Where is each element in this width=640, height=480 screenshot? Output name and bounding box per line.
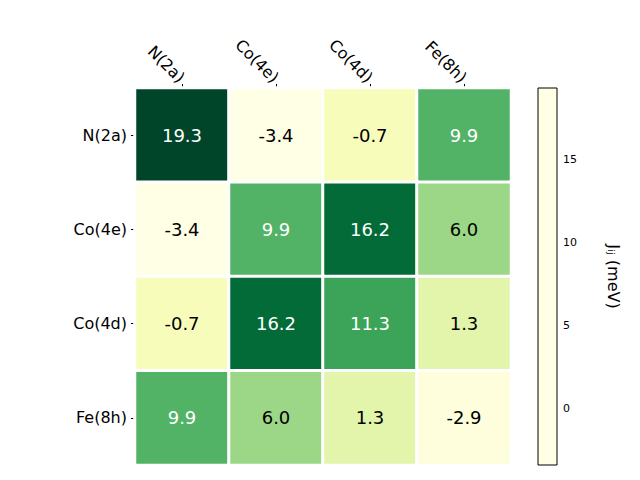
svg-text:-0.7: -0.7 (164, 313, 199, 334)
svg-text:15: 15 (563, 153, 577, 166)
svg-text:10: 10 (563, 236, 577, 249)
svg-text:9.9: 9.9 (450, 125, 479, 146)
svg-text:Fe(8h): Fe(8h) (76, 408, 127, 427)
svg-text:1.3: 1.3 (356, 407, 385, 428)
svg-text:6.0: 6.0 (262, 407, 291, 428)
svg-text:Co(4d): Co(4d) (73, 314, 127, 333)
svg-text:9.9: 9.9 (262, 219, 291, 240)
svg-text:N(2a): N(2a) (144, 42, 189, 87)
svg-text:6.0: 6.0 (450, 219, 479, 240)
svg-text:-3.4: -3.4 (258, 125, 293, 146)
svg-text:Fe(8h): Fe(8h) (421, 37, 470, 86)
svg-text:5: 5 (563, 319, 570, 332)
svg-text:Co(4e): Co(4e) (74, 220, 127, 239)
svg-text:-2.9: -2.9 (446, 407, 481, 428)
svg-text:16.2: 16.2 (350, 219, 390, 240)
svg-text:9.9: 9.9 (168, 407, 197, 428)
svg-text:11.3: 11.3 (350, 313, 390, 334)
svg-text:-0.7: -0.7 (352, 125, 387, 146)
svg-text:19.3: 19.3 (162, 125, 202, 146)
svg-text:0: 0 (563, 402, 570, 415)
svg-text:Jᵢⱼ (meV): Jᵢⱼ (meV) (604, 243, 623, 308)
svg-text:1.3: 1.3 (450, 313, 479, 334)
svg-text:N(2a): N(2a) (83, 126, 127, 145)
svg-text:16.2: 16.2 (256, 313, 296, 334)
svg-text:-3.4: -3.4 (164, 219, 199, 240)
svg-text:Co(4d): Co(4d) (325, 35, 376, 86)
svg-text:Co(4e): Co(4e) (232, 36, 283, 87)
